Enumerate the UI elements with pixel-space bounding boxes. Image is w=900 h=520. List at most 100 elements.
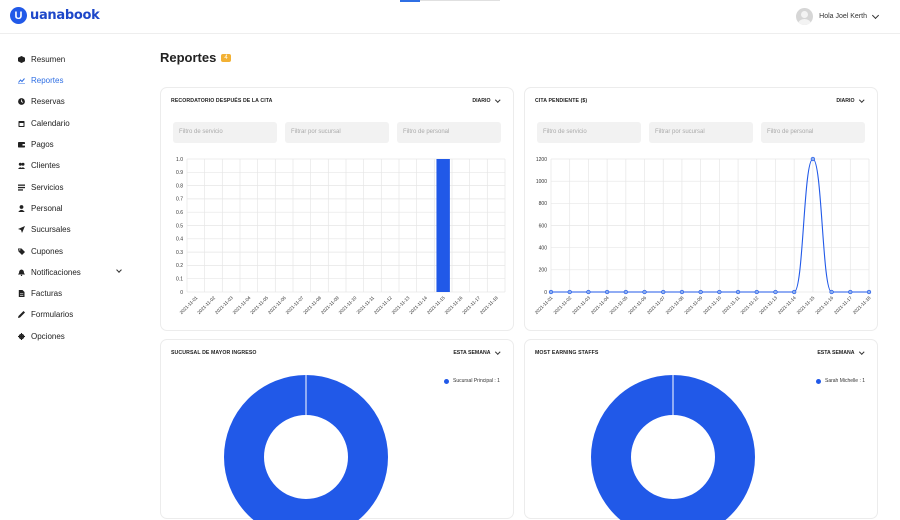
- data-point[interactable]: [792, 289, 797, 295]
- count-badge: 4: [221, 53, 231, 62]
- sidebar-item-label: Resumen: [31, 54, 66, 64]
- x-tick-label: 2021-11-04: [590, 295, 610, 315]
- x-tick-label: 2021-11-12: [740, 295, 760, 315]
- x-tick-label: 2021-11-18: [479, 295, 499, 315]
- top-progress-indicator: [400, 0, 420, 2]
- x-tick-label: 2021-11-18: [852, 295, 872, 315]
- sidebar-item-reservas[interactable]: Reservas: [18, 94, 133, 108]
- reminder-report-card: RECORDATORIO DESPUÉS DE LA CITA DIARIO F…: [160, 87, 514, 331]
- x-tick-label: 2021-11-02: [552, 295, 572, 315]
- data-point[interactable]: [567, 289, 572, 295]
- sidebar-item-label: Cupones: [31, 246, 64, 256]
- y-tick-label: 800: [539, 201, 548, 207]
- data-point[interactable]: [810, 156, 816, 162]
- wallet-icon: [18, 141, 25, 148]
- staff-filter-input[interactable]: Filtro de personal: [761, 122, 865, 143]
- data-point[interactable]: [773, 289, 778, 295]
- sidebar-item-notificaciones[interactable]: Notificaciones: [18, 265, 133, 279]
- sidebar-item-sucursales[interactable]: Sucursales: [18, 222, 133, 236]
- sidebar-item-pagos[interactable]: Pagos: [18, 137, 133, 151]
- y-tick-label: 1.0: [176, 157, 183, 163]
- bar[interactable]: [436, 159, 450, 292]
- y-tick-label: 0: [180, 290, 183, 296]
- sidebar-item-facturas[interactable]: Facturas: [18, 286, 133, 300]
- sidebar-item-label: Notificaciones: [31, 267, 81, 277]
- data-point[interactable]: [586, 289, 591, 295]
- y-tick-label: 0.3: [176, 250, 183, 256]
- data-point[interactable]: [754, 289, 759, 295]
- chart-legend[interactable]: Sarah Michelle : 1: [816, 378, 865, 384]
- sidebar-item-servicios[interactable]: Servicios: [18, 180, 133, 194]
- y-tick-label: 0.1: [176, 277, 183, 283]
- x-tick-label: 2021-11-09: [683, 295, 703, 315]
- list-icon: [18, 184, 25, 191]
- cube-icon: [18, 55, 25, 63]
- data-point[interactable]: [848, 289, 853, 295]
- x-tick-label: 2021-11-10: [338, 295, 358, 315]
- avatar[interactable]: [796, 8, 814, 25]
- data-point[interactable]: [698, 289, 703, 295]
- sidebar-item-resumen[interactable]: Resumen: [18, 52, 133, 66]
- brand-name: uanabook: [30, 8, 100, 23]
- x-tick-label: 2021-11-06: [627, 295, 647, 315]
- y-tick-label: 400: [539, 245, 548, 251]
- data-point[interactable]: [623, 289, 628, 295]
- sidebar-item-opciones[interactable]: Opciones: [18, 329, 133, 343]
- sidebar-item-reportes[interactable]: Reportes: [18, 73, 133, 87]
- branch-filter-input[interactable]: Filtrar por sucursal: [285, 122, 389, 143]
- y-tick-label: 0.9: [176, 170, 183, 176]
- y-tick-label: 600: [539, 223, 548, 229]
- bell-icon: [18, 269, 25, 276]
- sidebar-item-label: Reservas: [31, 96, 65, 106]
- sidebar-item-label: Facturas: [31, 288, 63, 298]
- brand-logo[interactable]: U uanabook: [10, 7, 100, 24]
- period-dropdown[interactable]: DIARIO: [472, 97, 500, 104]
- y-tick-label: 1000: [536, 179, 547, 185]
- data-point[interactable]: [661, 289, 666, 295]
- x-tick-label: 2021-11-14: [777, 295, 797, 315]
- x-tick-label: 2021-11-16: [814, 295, 834, 315]
- data-point[interactable]: [866, 289, 872, 295]
- sidebar-item-label: Clientes: [31, 160, 60, 170]
- period-dropdown[interactable]: DIARIO: [836, 97, 864, 104]
- sidebar-item-label: Personal: [31, 203, 63, 213]
- period-dropdown[interactable]: ESTA SEMANA: [453, 349, 500, 356]
- data-point[interactable]: [548, 289, 554, 295]
- data-point[interactable]: [735, 289, 741, 295]
- branch-filter-input[interactable]: Filtrar por sucursal: [649, 122, 753, 143]
- user-menu[interactable]: Hola Joel Kerth: [796, 8, 880, 25]
- clock-icon: [18, 97, 25, 105]
- card-title: SUCURSAL DE MAYOR INGRESO: [171, 350, 257, 356]
- period-dropdown[interactable]: ESTA SEMANA: [817, 349, 864, 356]
- page-title-text: Reportes: [160, 50, 217, 65]
- period-label: DIARIO: [472, 98, 491, 104]
- data-point[interactable]: [642, 289, 647, 295]
- y-tick-label: 0.4: [176, 237, 183, 243]
- sidebar-item-clientes[interactable]: Clientes: [18, 158, 133, 172]
- x-tick-label: 2021-11-11: [721, 295, 741, 315]
- data-point[interactable]: [717, 289, 722, 295]
- sidebar-item-personal[interactable]: Personal: [18, 201, 133, 215]
- chevron-down-icon[interactable]: [116, 267, 122, 273]
- sidebar-item-cupones[interactable]: Cupones: [18, 244, 133, 258]
- sidebar-item-formularios[interactable]: Formularios: [18, 307, 133, 321]
- y-tick-label: 0.2: [176, 263, 183, 269]
- top-bar: U uanabook Hola Joel Kerth: [0, 0, 900, 34]
- chevron-down-icon[interactable]: [871, 11, 880, 19]
- x-tick-label: 2021-11-07: [646, 295, 666, 315]
- top-staff-card: MOST EARNING STAFFS ESTA SEMANA Sarah Mi…: [524, 339, 878, 520]
- pending-line-chart: 0200400600800100012002021-11-012021-11-0…: [534, 156, 872, 315]
- data-point[interactable]: [679, 289, 685, 295]
- service-filter-input[interactable]: Filtro de servicio: [173, 122, 277, 143]
- y-tick-label: 0.6: [176, 210, 183, 216]
- card-title: CITA PENDIENTE ($): [535, 98, 588, 104]
- sidebar: Resumen Reportes Reservas Calendario Pagos Cl…: [0, 34, 140, 506]
- chart-legend[interactable]: Sucursal Principal : 1: [444, 378, 500, 384]
- sidebar-item-calendario[interactable]: Calendario: [18, 116, 133, 130]
- data-point[interactable]: [604, 289, 610, 295]
- staff-filter-input[interactable]: Filtro de personal: [397, 122, 501, 143]
- y-tick-label: 0.5: [176, 223, 183, 229]
- period-label: ESTA SEMANA: [817, 350, 855, 356]
- service-filter-input[interactable]: Filtro de servicio: [537, 122, 641, 143]
- data-point[interactable]: [829, 289, 834, 295]
